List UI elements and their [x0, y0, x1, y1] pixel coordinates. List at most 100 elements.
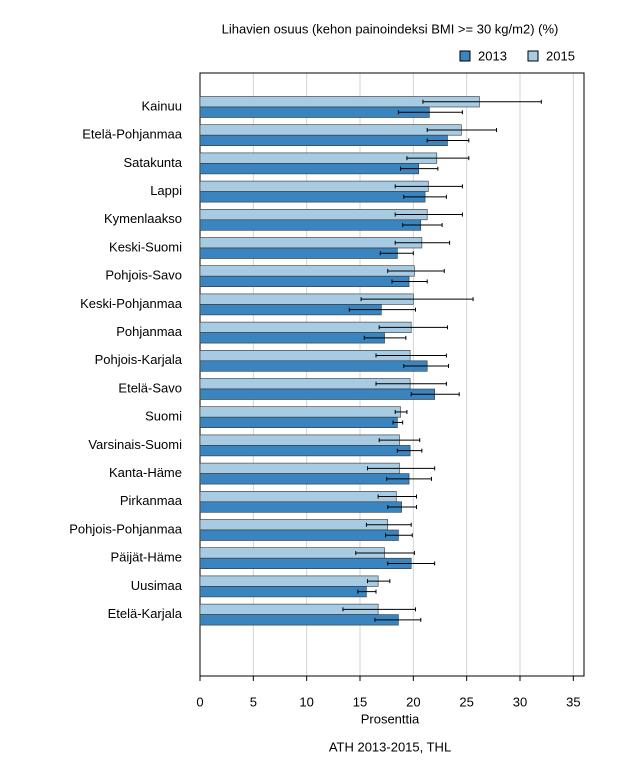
bar	[199, 434, 400, 446]
error-bar	[426, 127, 498, 132]
y-tick-label: Satakunta	[123, 155, 182, 170]
error-bar	[386, 476, 432, 481]
y-tick-label: Etelä-Karjala	[108, 606, 183, 621]
error-bar	[396, 448, 423, 453]
y-tick-label: Pohjois-Pohjanmaa	[69, 521, 183, 536]
bar	[199, 445, 411, 457]
x-tick-label: 0	[196, 694, 203, 709]
bar	[199, 106, 430, 118]
y-tick-label: Kymenlaakso	[104, 211, 182, 226]
y-tick-label: Pohjois-Karjala	[95, 352, 183, 367]
error-bar	[363, 335, 407, 340]
bar	[199, 219, 422, 231]
y-tick-label: Uusimaa	[131, 578, 183, 593]
bar	[199, 124, 462, 136]
error-bar	[366, 579, 391, 584]
legend-swatch	[527, 50, 539, 62]
error-bar	[360, 297, 474, 302]
error-bar	[375, 353, 447, 358]
bar	[199, 191, 426, 203]
error-bar	[403, 364, 450, 369]
y-tick-label: Kainuu	[142, 98, 182, 113]
bar	[199, 163, 419, 175]
error-bar	[403, 194, 447, 199]
source: ATH 2013-2015, THL	[329, 739, 451, 754]
y-tick-label: Keski-Pohjanmaa	[80, 296, 183, 311]
error-bar	[365, 522, 412, 527]
y-tick-label: Varsinais-Suomi	[88, 437, 182, 452]
error-bar	[400, 166, 439, 171]
error-bar	[402, 223, 443, 228]
error-bar	[377, 494, 418, 499]
bar	[199, 490, 397, 503]
error-bar	[375, 381, 447, 386]
bar	[199, 575, 379, 587]
error-bar	[391, 279, 428, 284]
bar	[199, 360, 428, 372]
bar	[199, 134, 448, 146]
error-bar	[394, 184, 463, 189]
bar	[199, 406, 401, 418]
x-tick-label: 10	[299, 694, 313, 709]
error-bar	[394, 409, 408, 414]
x-tick-label: 25	[459, 694, 473, 709]
bar	[199, 614, 399, 626]
y-tick-label: Pirkanmaa	[120, 493, 183, 508]
plot-frame	[199, 72, 585, 677]
error-bar	[378, 438, 421, 443]
bar	[199, 529, 399, 541]
error-bar	[366, 466, 436, 471]
error-bar	[355, 550, 415, 555]
bar	[199, 247, 398, 259]
error-bar	[387, 505, 418, 510]
bar	[199, 473, 410, 485]
error-bar	[387, 561, 436, 566]
x-axis-label: Prosenttia	[361, 711, 420, 726]
error-bar	[422, 99, 542, 104]
bar	[199, 265, 415, 277]
error-bar	[374, 617, 422, 622]
error-bar	[410, 392, 460, 397]
error-bar	[385, 533, 413, 538]
bar	[199, 519, 389, 531]
error-bar	[392, 420, 404, 425]
bar	[199, 209, 428, 221]
y-tick-label: Lappi	[150, 183, 182, 198]
bar	[199, 275, 410, 288]
bar	[199, 152, 438, 164]
y-tick-label: Pohjois-Savo	[105, 268, 182, 283]
bar	[199, 237, 423, 249]
bar	[199, 180, 429, 192]
y-tick-label: Keski-Suomi	[109, 239, 182, 254]
legend-label: 2015	[546, 48, 575, 63]
bar	[199, 586, 367, 598]
error-bar	[387, 268, 445, 273]
bar	[199, 557, 412, 570]
y-tick-label: Etelä-Pohjanmaa	[82, 127, 182, 142]
y-tick-label: Pohjanmaa	[116, 324, 183, 339]
error-bar	[394, 212, 463, 217]
x-tick-label: 30	[513, 694, 527, 709]
y-tick-label: Päijät-Häme	[110, 550, 182, 565]
bar	[199, 388, 435, 400]
error-bar	[397, 110, 463, 115]
error-bar	[379, 251, 414, 256]
x-tick-label: 15	[353, 694, 367, 709]
chart-title: Lihavien osuus (kehon painoindeksi BMI >…	[222, 21, 559, 36]
error-bar	[348, 307, 416, 312]
error-bar	[357, 589, 377, 594]
error-bar	[426, 138, 470, 143]
y-tick-label: Suomi	[145, 409, 182, 424]
bar	[199, 332, 385, 344]
y-tick-label: Etelä-Savo	[118, 380, 182, 395]
legend-swatch	[459, 50, 471, 62]
x-tick-label: 20	[406, 694, 420, 709]
x-tick-label: 5	[250, 694, 257, 709]
error-bar	[378, 325, 448, 330]
error-bar	[394, 240, 451, 245]
error-bar	[342, 607, 416, 612]
bar	[199, 501, 402, 513]
bar	[199, 416, 398, 429]
legend-label: 2013	[478, 48, 507, 63]
